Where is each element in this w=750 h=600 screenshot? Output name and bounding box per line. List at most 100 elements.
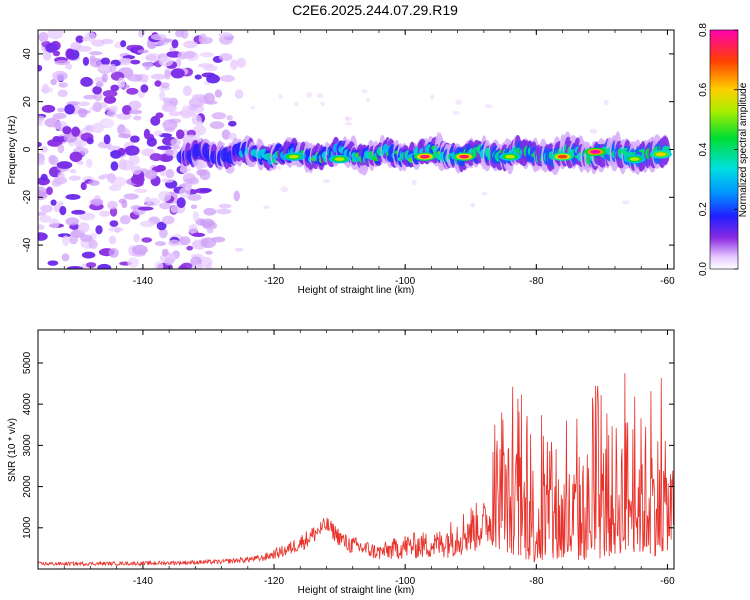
noise-blob	[110, 84, 120, 92]
noise-blob	[118, 57, 132, 63]
noise-blob	[183, 50, 196, 59]
noise-blob	[65, 48, 75, 60]
noise-blob	[89, 55, 96, 63]
noise-blob	[49, 155, 59, 166]
noise-blob	[41, 83, 50, 95]
y-tick-label: 4000	[22, 393, 33, 416]
noise-blob	[170, 205, 179, 214]
noise-blob	[221, 129, 231, 140]
noise-blob	[118, 158, 128, 170]
noise-blob	[184, 134, 198, 142]
noise-blob	[161, 178, 174, 183]
noise-blob	[156, 221, 167, 231]
noise-blob	[179, 187, 191, 198]
noise-blob	[164, 257, 174, 266]
noise-blob	[198, 33, 208, 45]
noise-blob	[106, 109, 117, 118]
noise-blob	[69, 151, 83, 163]
noise-blob	[57, 171, 65, 182]
noise-blob	[128, 100, 142, 110]
noise-speck	[452, 110, 460, 115]
noise-blob	[206, 228, 214, 234]
noise-speck	[322, 179, 330, 184]
noise-blob	[161, 215, 175, 225]
noise-blob	[165, 168, 175, 179]
noise-blob	[100, 57, 111, 65]
y-tick-label: 20	[22, 96, 33, 108]
noise-blob	[71, 209, 86, 215]
noise-blob	[61, 253, 70, 262]
noise-blob	[38, 232, 48, 241]
noise-blob	[44, 117, 59, 128]
noise-blob	[124, 145, 140, 156]
noise-blob	[154, 241, 166, 246]
noise-blob	[142, 62, 154, 69]
snr-y-axis-label: SNR (10 * v/v)	[7, 418, 18, 482]
carrier-hotspot	[557, 154, 568, 159]
carrier-hotspot	[629, 157, 640, 161]
noise-blob	[58, 82, 68, 88]
noise-blob	[103, 134, 111, 145]
noise-blob	[218, 32, 233, 38]
x-tick-label: -60	[660, 276, 675, 287]
noise-blob	[97, 263, 112, 269]
noise-blob	[62, 235, 70, 247]
noise-blob	[158, 56, 174, 67]
noise-blob	[230, 59, 238, 71]
noise-blob	[82, 56, 90, 66]
noise-blob	[154, 80, 162, 87]
x-tick-label: -120	[264, 576, 284, 587]
noise-blob	[148, 197, 160, 207]
noise-blob	[128, 109, 143, 115]
noise-blob	[155, 112, 164, 119]
noise-blob	[191, 232, 206, 238]
noise-blob	[76, 160, 84, 165]
noise-blob	[186, 245, 194, 251]
noise-blob	[174, 30, 185, 38]
noise-blob	[196, 120, 204, 132]
noise-speck	[603, 99, 609, 106]
noise-blob	[89, 51, 103, 56]
noise-blob	[139, 220, 156, 228]
colorbar-tick-label: 0.8	[698, 23, 709, 37]
x-tick-label: -80	[529, 276, 544, 287]
noise-speck	[455, 99, 462, 105]
spectrogram-x-axis-label: Height of straight line (km)	[298, 285, 415, 296]
noise-blob	[117, 133, 132, 138]
noise-blob	[150, 115, 161, 126]
noise-blob	[203, 207, 217, 216]
noise-blob	[127, 74, 143, 82]
noise-blob	[40, 173, 48, 181]
noise-blob	[67, 266, 83, 269]
noise-blob	[110, 149, 122, 159]
noise-blob	[92, 85, 103, 95]
noise-blob	[38, 190, 48, 201]
noise-blob	[65, 194, 81, 200]
snr-plot-area	[38, 330, 674, 569]
colorbar-tick-label: 0.0	[698, 262, 709, 276]
noise-blob	[119, 215, 131, 225]
y-tick-label: -20	[22, 190, 33, 205]
noise-blob	[52, 50, 61, 57]
noise-blob	[188, 224, 198, 235]
carrier-hotspot	[459, 154, 470, 159]
noise-blob	[109, 220, 119, 227]
noise-blob	[234, 247, 244, 252]
noise-blob	[57, 89, 68, 98]
noise-blob	[42, 49, 52, 61]
noise-blob	[204, 100, 218, 105]
noise-speck	[316, 93, 324, 98]
noise-blob	[188, 97, 205, 108]
noise-blob	[50, 78, 57, 86]
noise-blob	[129, 135, 140, 143]
noise-blob	[38, 115, 45, 121]
noise-speck	[361, 89, 368, 93]
noise-blob	[183, 40, 198, 49]
x-tick-label: -140	[133, 276, 153, 287]
noise-blob	[206, 74, 220, 84]
noise-blob	[70, 41, 82, 51]
carrier-hotspot	[419, 154, 430, 159]
noise-blob	[130, 174, 145, 185]
noise-blob	[146, 137, 157, 147]
